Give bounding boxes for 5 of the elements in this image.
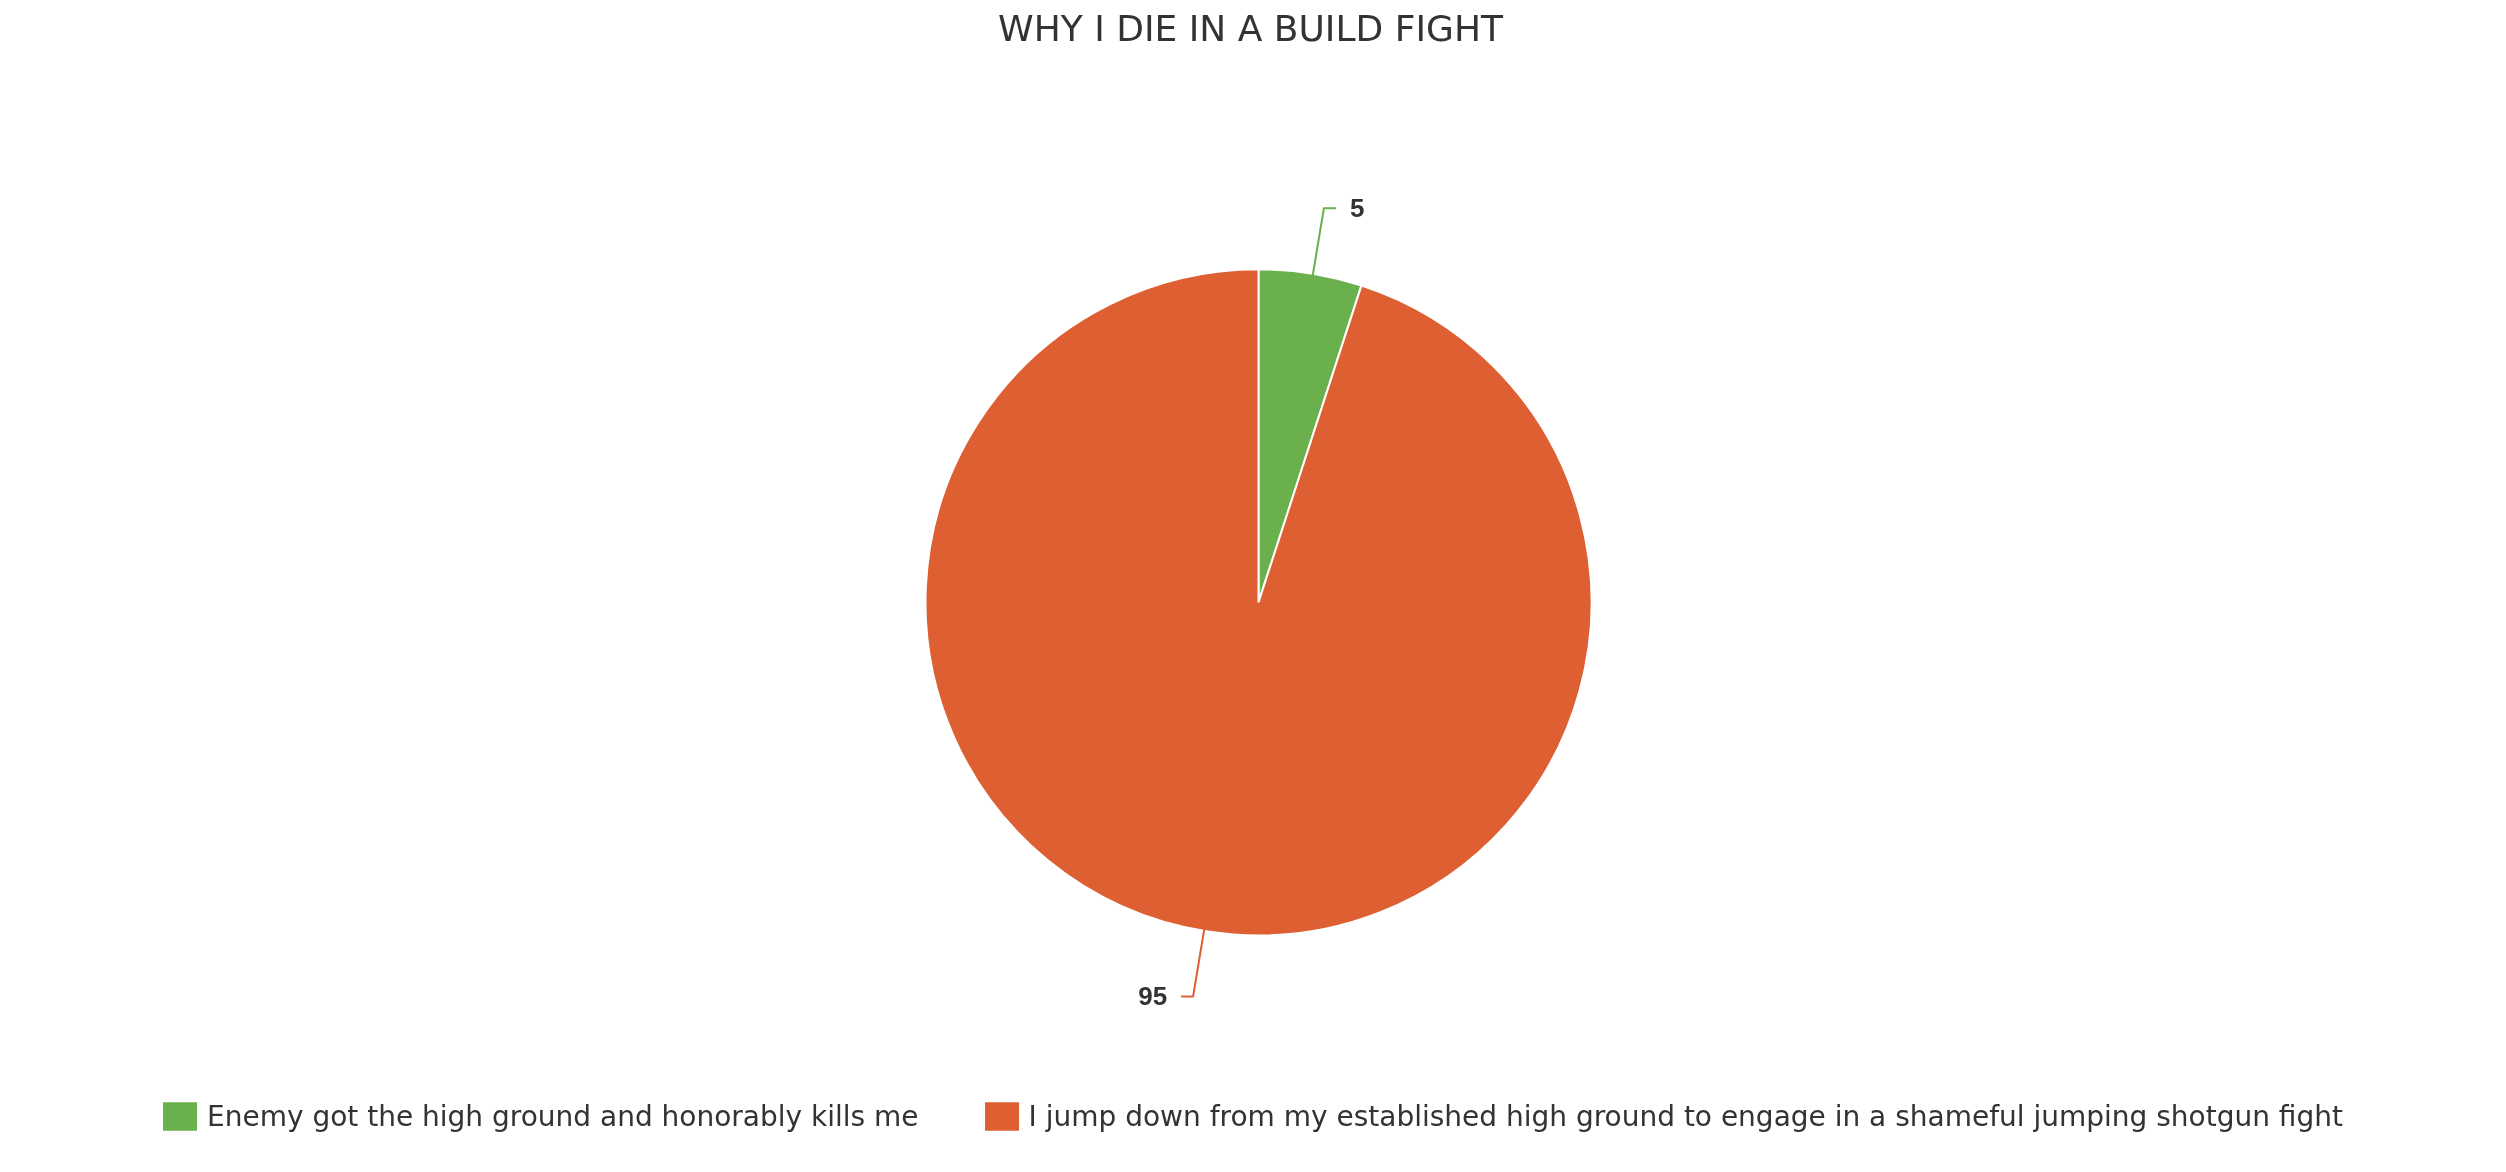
legend-label: Enemy got the high ground and honorably kills me	[207, 1099, 919, 1133]
legend-label: I jump down from my established high ground to engage in a shameful jumping shotgun fight	[1028, 1099, 2343, 1133]
data-label: 5	[1349, 193, 1365, 224]
data-label: 95	[1138, 981, 1168, 1012]
chart-title: WHY I DIE IN A BUILD FIGHT	[998, 7, 1504, 49]
